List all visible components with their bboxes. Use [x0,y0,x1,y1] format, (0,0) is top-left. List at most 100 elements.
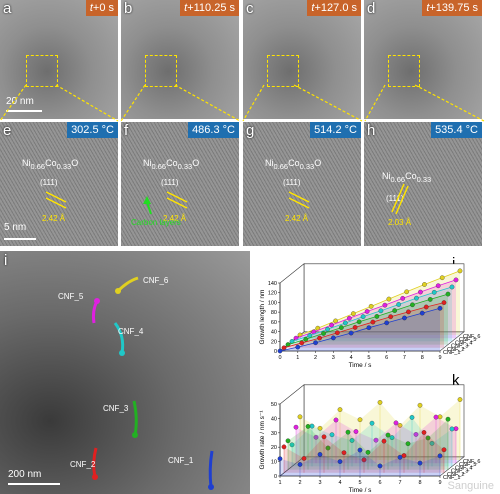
panel-letter: b [124,0,133,17]
data-point [437,414,443,420]
data-point [437,453,443,459]
data-point [385,432,391,438]
depth-axis-label: CNF_3 [451,344,468,350]
data-point [297,462,303,467]
cnf-4-tip [119,350,125,356]
series-line-cnf_4 [291,286,453,342]
data-point [348,330,354,336]
panel-e-image: e 302.5 °C Ni0.66Co0.33O (111) 2.42 Å 5 nm [0,122,118,246]
x-tick-label: 4 [350,355,353,361]
x-tick-label: 0 [278,355,281,361]
data-point [405,441,411,447]
x-tick-label: 3 [318,480,321,486]
depth-axis-label: CNF_6 [463,334,480,340]
temperature-label: 535.4 °C [431,122,482,138]
data-point [303,336,309,342]
data-point [330,335,336,341]
x-tick-label: 4 [338,480,341,486]
x-tick-label: 1 [278,480,281,486]
data-point [402,315,407,321]
cnf-6-track [116,276,139,293]
lattice-fringe-lines [391,183,409,215]
data-point [437,305,443,311]
depth-axis-label: CNF_4 [455,340,472,346]
growth-rate-chart: 0 10 20 30 40 50 1 2 3 4 5 6 7 8 9 Time / s Growth rate … [259,384,480,494]
cnf-4-label: CNF_4 [118,327,144,336]
data-point [429,441,435,446]
panel-a-image: a t+0 s 20 nm [0,0,118,119]
y-axis-label: Growth length / nm [259,290,266,345]
y-tick-label: 50 [271,402,277,408]
x-axis-label: Time / s [349,362,373,369]
depth-axis-label: CNF_2 [447,347,464,353]
cnf-5-tip [94,298,100,304]
series-line-cnf_3 [287,293,449,345]
scale-bar [4,238,36,240]
x-tick-label: 5 [367,355,370,361]
growth-length-chart: 0 20 40 60 80 100 120 140 0 1 2 3 4 5 6 7 8 9 Time / s Grow… [259,263,480,369]
scale-label: 5 nm [4,222,27,233]
data-point [413,432,419,437]
x-tick-label: 9 [438,480,441,486]
data-point [342,320,348,326]
data-point [317,335,322,341]
data-point [338,325,344,330]
x-tick-label: 8 [418,480,421,486]
data-point [396,302,402,307]
d-spacing-label: 2.03 Å [388,218,412,227]
data-point [346,315,352,321]
cnf-1-tip [208,484,214,490]
data-point [357,447,363,453]
y-tick-label: 30 [271,431,277,437]
data-point [329,432,335,438]
phase-formula: Ni0.66Co0.33 [382,171,432,184]
data-point [305,424,311,429]
d-spacing-label: 2.42 Å [163,214,187,223]
temperature-label: 302.5 °C [67,122,118,138]
x-tick-label: 2 [298,480,301,486]
data-point [421,430,427,435]
data-point [357,417,363,423]
data-point [277,348,283,354]
data-point [404,289,410,295]
data-point [422,282,427,287]
data-point [349,438,355,443]
x-tick-label: 6 [385,355,388,361]
data-point [309,423,315,429]
data-point [374,314,380,319]
series-area-cnf_2 [284,302,444,348]
zoom-connectors [0,84,485,122]
series-line-cnf_2 [283,302,445,349]
data-point [406,309,411,315]
data-point [341,450,347,455]
cnf-6-label: CNF_6 [143,276,169,285]
data-point [388,314,394,320]
panel-k-letter: k [452,372,460,389]
d-spacing-label: 2.42 Å [42,214,66,223]
depth-axis-label: CNF_1 [443,350,460,356]
data-point [397,454,403,460]
panel-letter: c [246,0,254,17]
data-point [401,453,407,458]
data-point [352,325,358,330]
cnf-5-label: CNF_5 [58,292,84,301]
depth-axis-label: CNF_5 [459,337,476,343]
carbon-layers-label: Carbon layers [131,218,181,227]
panel-i-image: i CNF_6 CNF_5 CNF_4 CNF_3 CNF_2 CNF_1 20… [0,251,250,494]
d-spacing-label: 2.42 Å [285,214,309,223]
x-tick-label: 6 [378,480,381,486]
data-point [384,320,390,326]
data-point [423,304,429,310]
series-line-cnf_6 [299,270,461,336]
zoom-region-box [26,55,58,87]
data-point [417,460,423,466]
panel-d-image: d t+139.75 s [364,0,482,119]
lattice-fringe-lines [288,191,310,209]
data-point [457,268,463,274]
watermark: Sanguine [447,480,495,492]
lattice-plane-label: (111) [283,178,301,187]
depth-axis-label: CNF_4 [455,465,472,471]
y-tick-label: 120 [268,291,277,297]
panel-f-image: f 486.3 °C Ni0.66Co0.33O (111) 2.42 Å Carbon … [121,122,239,246]
data-point [364,309,370,314]
